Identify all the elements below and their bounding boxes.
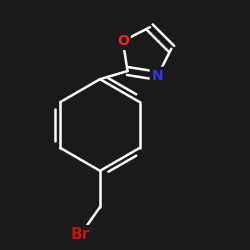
Text: N: N	[152, 69, 163, 83]
Text: Br: Br	[71, 227, 90, 242]
Text: O: O	[117, 34, 129, 48]
